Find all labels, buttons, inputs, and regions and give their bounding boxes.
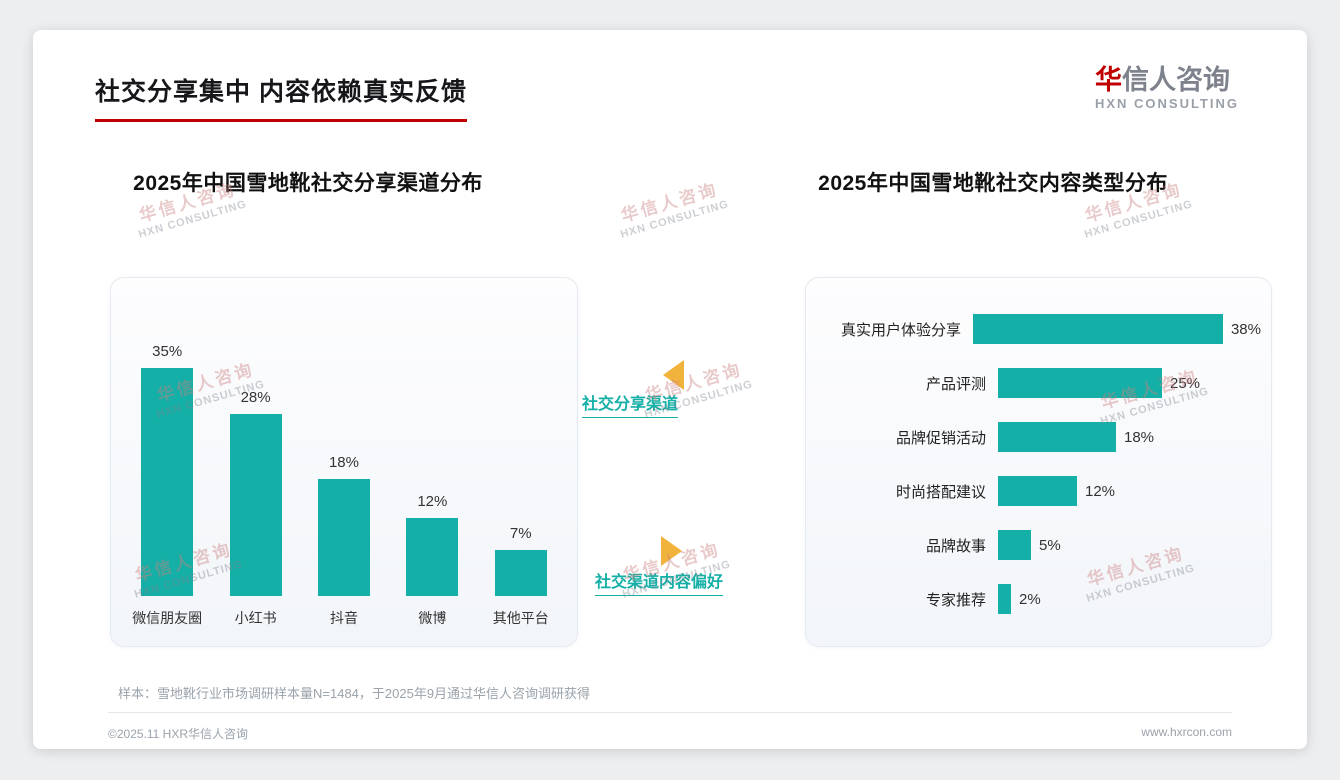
logo-cn-text: 华信人咨询 [1095,66,1239,94]
bar [229,414,282,596]
bar-category-label: 品牌故事 [925,537,986,555]
bar [998,368,1162,398]
bar [972,314,1223,344]
bar-category-label: 专家推荐 [925,591,986,609]
content-preference-connector-label: 社交渠道内容偏好 [595,568,724,596]
bar [998,476,1077,506]
bar-value-label: 7% [509,525,532,542]
page-title: 社交分享集中 内容依赖真实反馈 [95,72,467,122]
bar [317,479,370,596]
logo-en-text: HXN CONSULTING [1094,96,1239,112]
left-chart-title: 2025年中国雪地靴社交分享渠道分布 [133,172,483,195]
right-chart-title: 2025年中国雪地靴社交内容类型分布 [818,172,1168,195]
bar-value-label: 18% [328,454,359,471]
bar-category-label: 时尚搭配建议 [895,483,986,501]
bar-row: 真实用户体验分享 38% [822,302,1261,356]
bar-value-label: 12% [1085,482,1116,500]
bar-value-label: 28% [240,389,271,406]
bar-value-label: 2% [1019,590,1041,608]
bar-row: 产品评测 25% [822,356,1261,410]
bar-row: 品牌促销活动 18% [822,410,1261,464]
logo-cn-first-char: 华 [1094,65,1122,95]
channel-share-chart-card: 35% 微信朋友圈 28% 小红书 18% 抖音 12% 微博 7% 其他平台 [110,277,578,647]
bar [494,550,547,596]
bar-row: 时尚搭配建议 12% [822,464,1261,518]
bar-category-label: 品牌促销活动 [895,429,986,447]
copyright-text: ©2025.11 HXR华信人咨询 [108,727,248,741]
bar-group: 12% 微博 [391,493,473,626]
report-slide: 社交分享集中 内容依赖真实反馈 华信人咨询 HXN CONSULTING 202… [33,30,1307,749]
bar-value-label: 18% [1124,428,1155,446]
horizontal-bar-chart: 真实用户体验分享 38% 产品评测 25% 品牌促销活动 18% 时尚搭配建议 12% 品牌故事… [822,302,1261,626]
bar [141,368,194,596]
bar-category-label: 抖音 [329,610,358,626]
bar-group: 35% 微信朋友圈 [126,343,208,626]
content-type-chart-card: 真实用户体验分享 38% 产品评测 25% 品牌促销活动 18% 时尚搭配建议 12% 品牌故事… [805,277,1272,647]
bar-category-label: 真实用户体验分享 [840,321,961,339]
bar-row: 品牌故事 5% [822,518,1261,572]
bar-group: 7% 其他平台 [480,525,562,626]
bar-row: 专家推荐 2% [822,572,1261,626]
bar-category-label: 微博 [418,610,447,626]
bar [406,518,459,596]
watermark-cn-text: 华信人咨询 [619,179,721,226]
bar [998,530,1031,560]
bar-category-label: 其他平台 [492,610,549,626]
bar [998,584,1011,614]
website-text: www.hxrcon.com [1141,725,1232,739]
bar [998,422,1116,452]
channel-connector-label: 社交分享渠道 [582,390,679,418]
company-logo: 华信人咨询 HXN CONSULTING [1094,66,1239,112]
watermark: 华信人咨询 HXN CONSULTING [612,173,731,241]
watermark-en-text: HXN CONSULTING [137,198,249,241]
arrow-right-icon [661,536,682,566]
arrow-left-icon [663,360,684,390]
bar-category-label: 小红书 [234,610,277,626]
bar-group: 18% 抖音 [303,454,385,626]
sample-note: 样本：雪地靴行业市场调研样本量N=1484，于2025年9月通过华信人咨询调研获… [118,686,591,701]
bar-value-label: 35% [152,343,183,360]
bar-value-label: 12% [417,493,448,510]
bar-category-label: 产品评测 [925,375,986,393]
slide-footer: ©2025.11 HXR华信人咨询 www.hxrcon.com [108,712,1232,742]
vertical-bar-chart: 35% 微信朋友圈 28% 小红书 18% 抖音 12% 微博 7% 其他平台 [123,334,565,626]
logo-cn-rest: 信人咨询 [1121,65,1230,95]
bar-category-label: 微信朋友圈 [132,610,203,626]
watermark-en-text: HXN CONSULTING [1083,198,1195,241]
watermark-en-text: HXN CONSULTING [619,198,731,241]
bar-value-label: 25% [1170,374,1201,392]
bar-group: 28% 小红书 [215,389,297,626]
bar-value-label: 38% [1230,320,1261,338]
bar-value-label: 5% [1039,536,1061,554]
